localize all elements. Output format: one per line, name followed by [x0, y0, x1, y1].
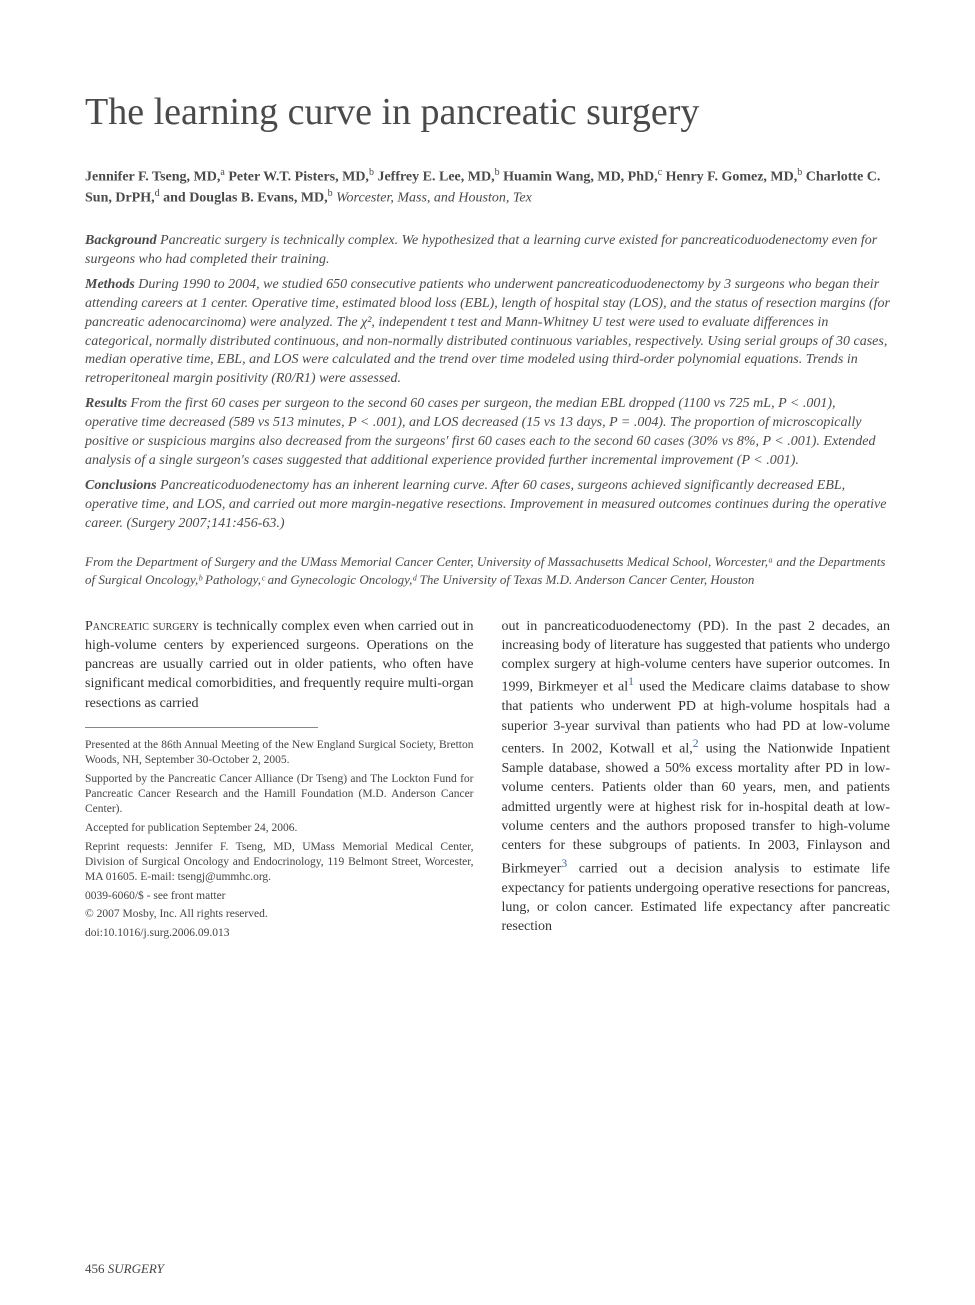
- author-list: Jennifer F. Tseng, MD,a Peter W.T. Piste…: [85, 166, 890, 209]
- abstract-text: From the first 60 cases per surgeon to t…: [85, 396, 876, 468]
- footnote-presented: Presented at the 86th Annual Meeting of …: [85, 738, 474, 768]
- footnote-doi: doi:10.1016/j.surg.2006.09.013: [85, 926, 474, 941]
- affiliation: From the Department of Surgery and the U…: [85, 553, 890, 588]
- citation-link[interactable]: 2: [693, 737, 699, 750]
- abstract-heading: Methods: [85, 277, 135, 292]
- abstract-heading: Results: [85, 396, 127, 411]
- abstract-text: During 1990 to 2004, we studied 650 cons…: [85, 277, 890, 386]
- abstract-heading: Background: [85, 233, 157, 248]
- abstract-results: Results From the first 60 cases per surg…: [85, 395, 890, 471]
- abstract-background: Background Pancreatic surgery is technic…: [85, 232, 890, 270]
- left-column: Pancreatic surgery is technically comple…: [85, 617, 474, 946]
- footnote-accepted: Accepted for publication September 24, 2…: [85, 821, 474, 836]
- body-paragraph: out in pancreaticoduodenectomy (PD). In …: [502, 617, 891, 937]
- footnote-separator: [85, 727, 318, 728]
- body-paragraph: Pancreatic surgery is technically comple…: [85, 617, 474, 714]
- footnote-copyright: © 2007 Mosby, Inc. All rights reserved.: [85, 907, 474, 922]
- abstract: Background Pancreatic surgery is technic…: [85, 232, 890, 533]
- body-columns: Pancreatic surgery is technically comple…: [85, 617, 890, 946]
- article-title: The learning curve in pancreatic surgery: [85, 90, 890, 136]
- citation-link[interactable]: 1: [628, 675, 634, 688]
- page-number: 456: [85, 1261, 105, 1276]
- footnote-issn: 0039-6060/$ - see front matter: [85, 889, 474, 904]
- journal-name: SURGERY: [108, 1261, 164, 1276]
- abstract-methods: Methods During 1990 to 2004, we studied …: [85, 276, 890, 389]
- page-footer: 456 SURGERY: [85, 1261, 164, 1277]
- lead-in: Pancreatic surgery: [85, 619, 199, 634]
- footnote-supported: Supported by the Pancreatic Cancer Allia…: [85, 772, 474, 817]
- footnote-reprint: Reprint requests: Jennifer F. Tseng, MD,…: [85, 840, 474, 885]
- citation-link[interactable]: 3: [561, 857, 567, 870]
- right-column: out in pancreaticoduodenectomy (PD). In …: [502, 617, 891, 946]
- abstract-heading: Conclusions: [85, 478, 157, 493]
- abstract-text: Pancreatic surgery is technically comple…: [85, 233, 877, 267]
- abstract-text: Pancreaticoduodenectomy has an inherent …: [85, 478, 886, 531]
- abstract-conclusions: Conclusions Pancreaticoduodenectomy has …: [85, 477, 890, 534]
